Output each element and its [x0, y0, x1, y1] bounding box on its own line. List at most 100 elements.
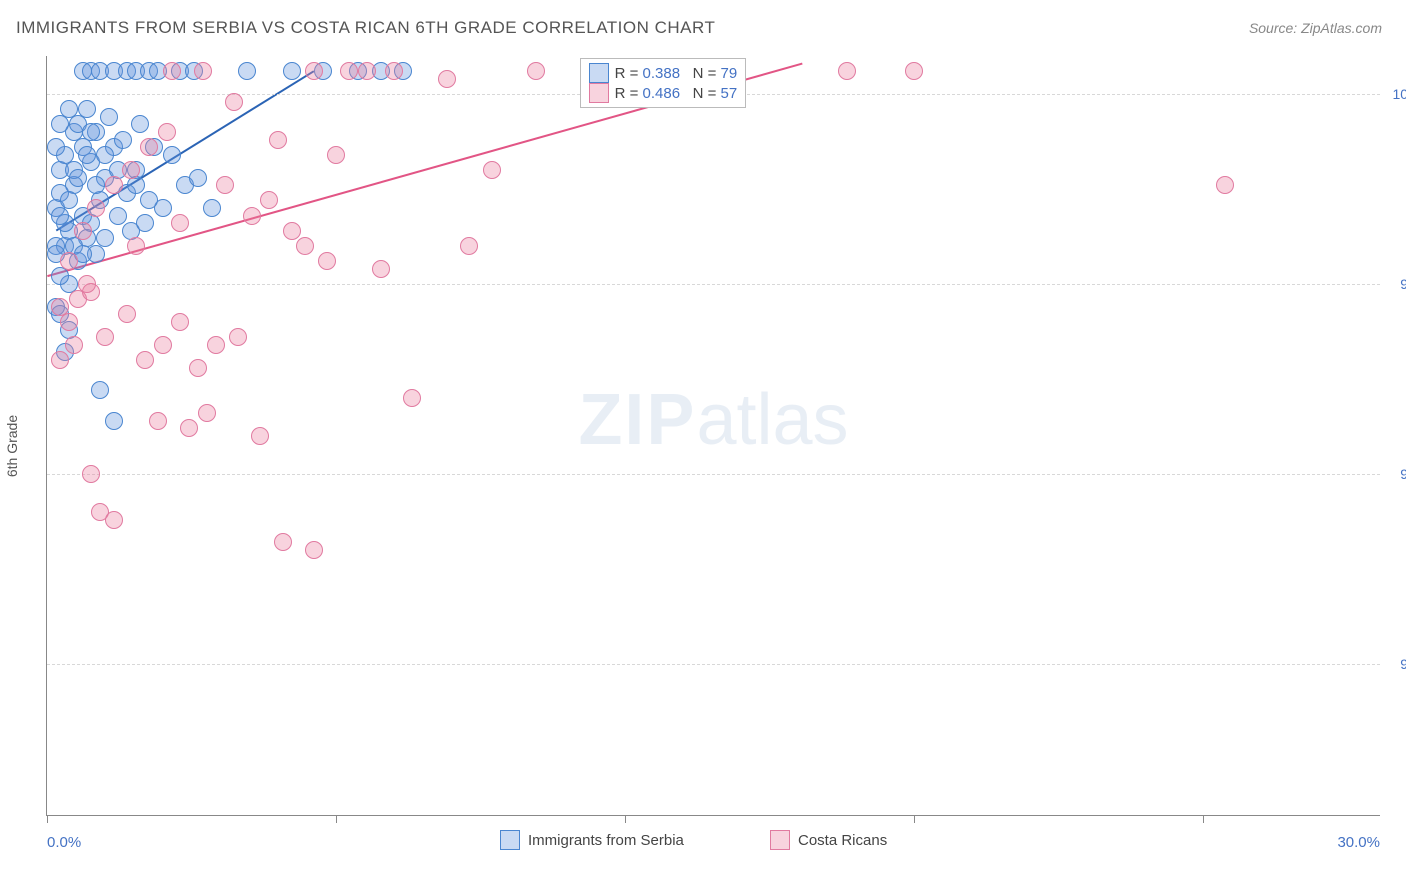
- scatter-point: [358, 62, 376, 80]
- scatter-point: [296, 237, 314, 255]
- scatter-point: [78, 275, 96, 293]
- gridline-h: [47, 284, 1380, 285]
- scatter-point: [51, 351, 69, 369]
- scatter-point: [87, 199, 105, 217]
- scatter-point: [105, 176, 123, 194]
- scatter-point: [229, 328, 247, 346]
- scatter-point: [109, 207, 127, 225]
- scatter-point: [78, 100, 96, 118]
- scatter-point: [372, 260, 390, 278]
- legend-label-2: Costa Ricans: [798, 832, 887, 849]
- scatter-point: [154, 336, 172, 354]
- scatter-point: [140, 191, 158, 209]
- scatter-point: [136, 214, 154, 232]
- scatter-point: [96, 328, 114, 346]
- stats-text: R = 0.486 N = 57: [615, 85, 738, 102]
- scatter-point: [269, 131, 287, 149]
- scatter-point: [149, 412, 167, 430]
- bottom-legend-series-1: Immigrants from Serbia: [500, 830, 684, 850]
- scatter-point: [82, 465, 100, 483]
- scatter-point: [51, 115, 69, 133]
- scatter-point: [171, 214, 189, 232]
- scatter-point: [47, 138, 65, 156]
- scatter-point: [163, 62, 181, 80]
- legend-swatch-1: [500, 830, 520, 850]
- scatter-point: [163, 146, 181, 164]
- scatter-point: [194, 62, 212, 80]
- scatter-point: [483, 161, 501, 179]
- scatter-point: [171, 313, 189, 331]
- scatter-point: [118, 305, 136, 323]
- scatter-point: [283, 62, 301, 80]
- ytick-label: 97.5%: [1384, 276, 1406, 292]
- scatter-point: [60, 313, 78, 331]
- scatter-point: [91, 381, 109, 399]
- xtick-mark: [625, 815, 626, 823]
- scatter-point: [127, 237, 145, 255]
- scatter-point: [122, 161, 140, 179]
- xtick-mark: [914, 815, 915, 823]
- bottom-legend-series-2: Costa Ricans: [770, 830, 887, 850]
- ytick-label: 100.0%: [1384, 86, 1406, 102]
- scatter-point: [225, 93, 243, 111]
- scatter-point: [100, 108, 118, 126]
- scatter-point: [207, 336, 225, 354]
- scatter-point: [69, 169, 87, 187]
- trend-lines-layer: [47, 56, 1380, 815]
- gridline-h: [47, 664, 1380, 665]
- scatter-point: [189, 169, 207, 187]
- scatter-point: [96, 229, 114, 247]
- ytick-label: 95.0%: [1384, 466, 1406, 482]
- legend-label-1: Immigrants from Serbia: [528, 832, 684, 849]
- scatter-point: [238, 62, 256, 80]
- stats-legend-box: R = 0.388 N = 79 R = 0.486 N = 57: [580, 58, 747, 108]
- scatter-point: [136, 351, 154, 369]
- watermark-bold: ZIP: [578, 380, 696, 460]
- scatter-point: [216, 176, 234, 194]
- scatter-point: [87, 176, 105, 194]
- scatter-point: [51, 207, 69, 225]
- scatter-point: [243, 207, 261, 225]
- chart-plot-area: ZIPatlas 92.5%95.0%97.5%100.0%0.0%30.0%: [46, 56, 1380, 816]
- scatter-point: [527, 62, 545, 80]
- scatter-point: [905, 62, 923, 80]
- watermark-text: ZIPatlas: [578, 379, 848, 461]
- scatter-point: [189, 359, 207, 377]
- legend-swatch-2: [770, 830, 790, 850]
- stats-legend-row: R = 0.486 N = 57: [589, 83, 738, 103]
- stats-legend-row: R = 0.388 N = 79: [589, 63, 738, 83]
- xtick-mark: [336, 815, 337, 823]
- scatter-point: [74, 222, 92, 240]
- scatter-point: [60, 252, 78, 270]
- xaxis-max-label: 30.0%: [1337, 834, 1380, 851]
- scatter-point: [140, 138, 158, 156]
- scatter-point: [158, 123, 176, 141]
- scatter-point: [283, 222, 301, 240]
- scatter-point: [1216, 176, 1234, 194]
- stats-text: R = 0.388 N = 79: [615, 65, 738, 82]
- watermark-light: atlas: [696, 380, 848, 460]
- xtick-mark: [47, 815, 48, 823]
- ytick-label: 92.5%: [1384, 656, 1406, 672]
- scatter-point: [385, 62, 403, 80]
- scatter-point: [131, 115, 149, 133]
- gridline-h: [47, 474, 1380, 475]
- scatter-point: [327, 146, 345, 164]
- scatter-point: [105, 412, 123, 430]
- scatter-point: [65, 336, 83, 354]
- chart-title: IMMIGRANTS FROM SERBIA VS COSTA RICAN 6T…: [16, 18, 715, 38]
- scatter-point: [460, 237, 478, 255]
- scatter-point: [340, 62, 358, 80]
- scatter-point: [198, 404, 216, 422]
- source-label: Source: ZipAtlas.com: [1249, 20, 1382, 36]
- scatter-point: [403, 389, 421, 407]
- scatter-point: [180, 419, 198, 437]
- scatter-point: [438, 70, 456, 88]
- scatter-point: [305, 541, 323, 559]
- scatter-point: [82, 123, 100, 141]
- y-axis-label: 6th Grade: [4, 415, 20, 477]
- stats-swatch: [589, 83, 609, 103]
- scatter-point: [51, 267, 69, 285]
- scatter-point: [251, 427, 269, 445]
- scatter-point: [305, 62, 323, 80]
